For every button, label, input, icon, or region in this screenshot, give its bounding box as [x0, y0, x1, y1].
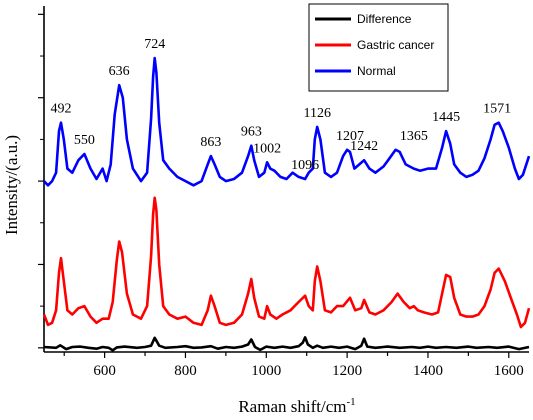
y-axis-title: Intensity/(a.u.): [2, 135, 21, 235]
peak-label: 636: [109, 64, 130, 79]
peak-label: 492: [50, 102, 71, 117]
peak-label: 724: [144, 37, 165, 52]
series-layer: [42, 56, 531, 352]
x-tick-label: 800: [174, 363, 197, 379]
series-line-gastric-cancer: [42, 196, 531, 329]
x-tick-label: 1000: [251, 363, 281, 379]
axes: 600 800 1000 1200 1400 1600: [38, 6, 529, 379]
peak-label: 550: [74, 133, 95, 148]
peak-label: 1571: [483, 102, 511, 117]
x-axis-title-superscript: -1: [346, 396, 355, 408]
x-tick-label: 1600: [494, 363, 524, 379]
x-tick-label: 600: [93, 363, 116, 379]
x-tick-label: 1400: [413, 363, 443, 379]
x-tick-label: 1200: [332, 363, 362, 379]
peak-label: 1445: [432, 110, 460, 125]
peak-label: 1096: [291, 158, 319, 173]
peak-label: 1207: [336, 129, 364, 144]
legend-label: Gastric cancer: [357, 38, 434, 52]
x-axis-title: Raman shift/cm-1: [238, 396, 355, 416]
peak-label: 963: [241, 125, 262, 140]
series-line-difference: [43, 336, 530, 352]
peak-label: 1126: [303, 106, 330, 121]
legend-label: Difference: [357, 12, 412, 26]
x-axis-title-text: Raman shift/cm: [238, 397, 346, 416]
peak-label: 1242: [350, 139, 378, 154]
legend: Difference Gastric cancer Normal: [308, 3, 449, 92]
peak-label: 1002: [253, 141, 281, 156]
peak-label: 1365: [400, 129, 428, 144]
legend-label: Normal: [357, 64, 396, 78]
peak-label: 863: [200, 135, 221, 150]
series-line-normal: [43, 56, 531, 187]
